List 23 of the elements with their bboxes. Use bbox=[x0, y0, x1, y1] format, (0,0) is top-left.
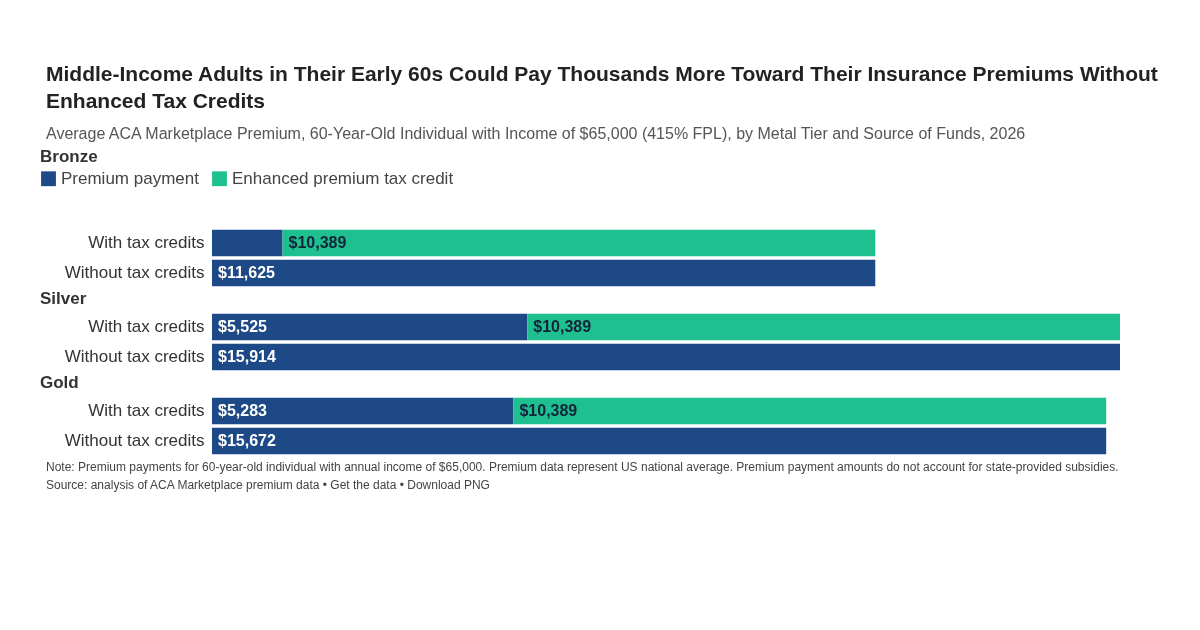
legend-label: Premium payment bbox=[61, 168, 200, 188]
y-tick-label: Without tax credits bbox=[64, 263, 205, 283]
source-note: Source: analysis of ACA Marketplace premium data • Get the data • Download PNG bbox=[46, 477, 491, 494]
legend-label: Enhanced premium tax credit bbox=[232, 168, 454, 188]
y-tick-label: Without tax credits bbox=[64, 347, 205, 367]
text: Gold bbox=[40, 373, 79, 393]
y-tick-label: With tax credits bbox=[88, 401, 205, 421]
text: Bronze bbox=[40, 147, 98, 167]
y-tick-label: With tax credits bbox=[88, 233, 205, 253]
text: Note: Premium payments for 60-year-old individual with annual income of $65,000. Premium data represent US national average. Premium payment amounts do not account for state-provided subsidies. bbox=[46, 460, 1120, 476]
text: Silver bbox=[40, 289, 87, 309]
data-label: $10,389 bbox=[288, 234, 347, 252]
text: Average ACA Marketplace Premium, 60-Year-Old Individual with Income of $65,000 (415% FPL), by Metal Tier and Source of Funds, 2026 bbox=[46, 123, 1027, 144]
data-label: $11,625 bbox=[218, 264, 276, 282]
data-label: $15,914 bbox=[218, 348, 276, 366]
data-label: $10,389 bbox=[533, 318, 592, 336]
text: Middle-Income Adults in Their Early 60s Could Pay Thousands More Toward Their Insurance Premiums Without Enhanced Tax Credits bbox=[46, 61, 1159, 115]
y-tick-label: Without tax credits bbox=[64, 431, 205, 451]
data-label: $5,283 bbox=[218, 402, 268, 420]
data-label: $5,525 bbox=[218, 318, 268, 336]
y-tick-label: With tax credits bbox=[88, 317, 205, 337]
data-label: $15,672 bbox=[218, 432, 276, 450]
data-label: $10,389 bbox=[519, 402, 578, 420]
